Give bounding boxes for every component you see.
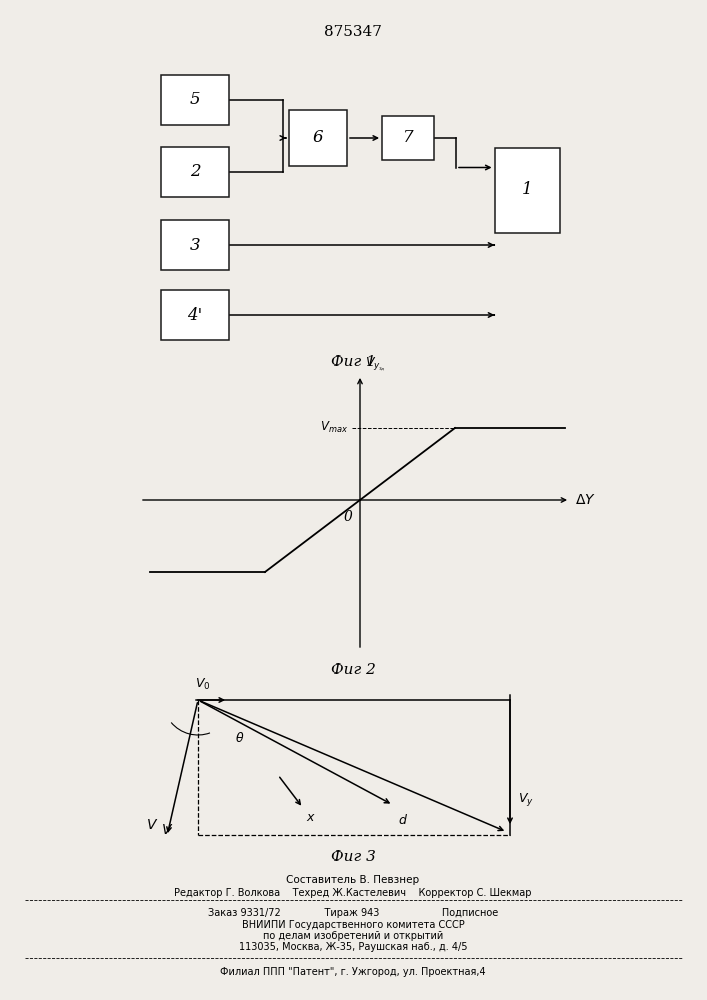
Text: $\Delta Y$: $\Delta Y$ [575,493,596,507]
Text: Редактор Г. Волкова    Техред Ж.Кастелевич    Корректор С. Шекмар: Редактор Г. Волкова Техред Ж.Кастелевич … [174,888,532,898]
Text: 5: 5 [189,92,200,108]
Bar [382,116,434,160]
Bar [161,290,229,340]
Text: Фиг 2: Фиг 2 [331,663,375,677]
Text: $V$: $V$ [146,818,158,832]
Text: Составитель В. Певзнер: Составитель В. Певзнер [286,875,419,885]
Text: 113035, Москва, Ж-35, Раушская наб., д. 4/5: 113035, Москва, Ж-35, Раушская наб., д. … [239,942,467,952]
Bar [161,220,229,270]
Text: 875347: 875347 [324,25,382,39]
Bar [289,110,347,166]
Bar [494,147,559,232]
Text: по делам изобретений и открытий: по делам изобретений и открытий [263,931,443,941]
Text: 1: 1 [522,182,532,198]
Text: Филиал ППП "Патент", г. Ужгород, ул. Проектная,4: Филиал ППП "Патент", г. Ужгород, ул. Про… [220,967,486,977]
Text: Заказ 9331/72              Тираж 943                    Подписное: Заказ 9331/72 Тираж 943 Подписное [208,908,498,918]
Text: 4': 4' [187,306,203,324]
Text: ВНИИПИ Государственного комитета СССР: ВНИИПИ Государственного комитета СССР [242,920,464,930]
Text: 7: 7 [403,129,414,146]
Text: 2: 2 [189,163,200,180]
Text: $d$: $d$ [398,813,408,827]
Text: $V_{y_{_{3\!д}}}$: $V_{y_{_{3\!д}}}$ [365,355,385,373]
Text: Фиг 3: Фиг 3 [331,850,375,864]
Text: $x$: $x$ [306,811,316,824]
Bar [161,147,229,197]
Text: Фиг 1: Фиг 1 [331,355,375,369]
Text: 0: 0 [343,510,352,524]
Text: $\theta$: $\theta$ [235,731,245,745]
Text: $V_0$: $V_0$ [195,677,211,692]
Text: $V$: $V$ [160,823,173,837]
Text: 6: 6 [312,129,323,146]
Bar [161,75,229,125]
Text: $V_{max}$: $V_{max}$ [320,419,348,435]
Text: 3: 3 [189,236,200,253]
Text: $V_y$: $V_y$ [518,792,534,808]
